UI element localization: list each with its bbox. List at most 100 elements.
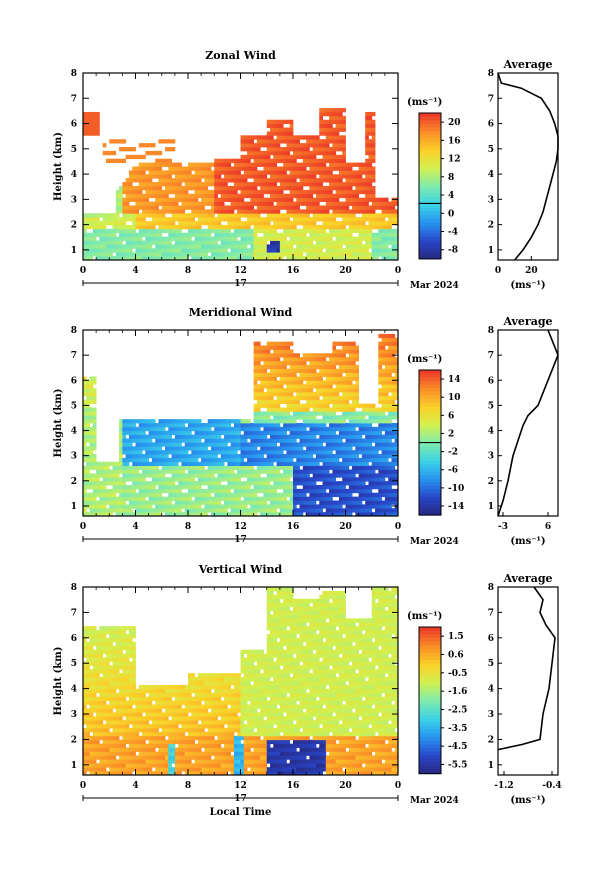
heatmap-cell [323,361,327,365]
heatmap-cell [113,233,117,237]
heatmap-cell [336,233,340,237]
heatmap-cell [214,423,218,427]
heatmap-cell [326,198,330,202]
heatmap-cell [119,431,123,435]
heatmap-cell [227,190,231,194]
heatmap-cell [263,470,267,474]
heatmap-cell [342,221,346,225]
heatmap-cell [365,194,369,198]
heatmap-cell [319,241,323,245]
heatmap-cell [178,466,182,470]
heatmap-cell [103,481,107,485]
heatmap-cell [145,470,149,474]
heatmap-cell [267,252,271,256]
heatmap-cell [244,481,248,485]
heatmap-cell [93,244,97,248]
heatmap-cell [267,477,271,481]
heatmap-cell [309,167,313,171]
heatmap-cell [158,151,162,155]
heatmap-cell [293,182,297,186]
heatmap-cell [181,221,185,225]
heatmap-cell [368,194,372,198]
heatmap-cell [286,485,290,489]
heatmap-cell [181,190,185,194]
heatmap-cell [195,466,199,470]
heatmap-cell [165,229,169,233]
heatmap-cell [113,225,117,229]
heatmap-cell [329,163,333,167]
heatmap-cell [93,396,97,400]
heatmap-cell [188,186,192,190]
heatmap-cell [254,450,258,454]
heatmap-cell [244,147,248,151]
heatmap-cell [247,419,251,423]
heatmap-cell [168,147,172,151]
heatmap-cell [132,462,136,466]
heatmap-cell [263,427,267,431]
heatmap-cell [273,477,277,481]
heatmap-cell [319,124,323,128]
heatmap-cell [336,446,340,450]
heatmap-cell [99,241,103,245]
heatmap-cell [185,419,189,423]
heatmap-cell [280,221,284,225]
heatmap-cell [129,182,133,186]
heatmap-cell [385,205,389,209]
heatmap-cell [391,237,395,241]
heatmap-cell [145,163,149,167]
heatmap-cell [204,233,208,237]
heatmap-cell [382,198,386,202]
heatmap-cell [323,186,327,190]
heatmap-cell [181,244,185,248]
heatmap-cell [319,384,323,388]
heatmap-cell [188,489,192,493]
heatmap-cell [385,198,389,202]
heatmap-cell [241,442,245,446]
heatmap-cell [172,489,176,493]
heatmap-cell [355,248,359,252]
heatmap-cell [323,446,327,450]
heatmap-cell [306,481,310,485]
heatmap-cell [113,497,117,501]
heatmap-cell [257,353,261,357]
heatmap-cell [342,190,346,194]
heatmap-cell [332,446,336,450]
heatmap-cell [382,237,386,241]
heatmap-cell [388,237,392,241]
heatmap-cell [309,489,313,493]
heatmap-cell [309,252,313,256]
heatmap-cell [149,213,153,217]
heatmap-cell [99,229,103,233]
heatmap-cell [323,384,327,388]
heatmap-cell [139,419,143,423]
heatmap-cell [139,454,143,458]
heatmap-cell [257,170,261,174]
heatmap-cell [90,431,94,435]
heatmap-cell [204,470,208,474]
heatmap-cell [372,131,376,135]
heatmap-cell [326,466,330,470]
heatmap-cell [296,431,300,435]
heatmap-cell [204,217,208,221]
heatmap-cell [129,178,133,182]
heatmap-cell [165,202,169,206]
heatmap-cell [286,349,290,353]
heatmap-cell [254,244,258,248]
heatmap-cell [198,473,202,477]
heatmap-cell [313,462,317,466]
heatmap-cell [290,178,294,182]
heatmap-cell [316,380,320,384]
heatmap-cell [365,170,369,174]
heatmap-cell [329,489,333,493]
heatmap-cell [234,485,238,489]
heatmap-cell [224,466,228,470]
heatmap-cell [93,252,97,256]
heatmap-cell [155,217,159,221]
heatmap-cell [152,209,156,213]
heatmap-cell [234,252,238,256]
heatmap-cell [273,489,277,493]
heatmap-cell [188,248,192,252]
heatmap-cell [241,139,245,143]
heatmap-cell [280,248,284,252]
heatmap-cell [158,159,162,163]
